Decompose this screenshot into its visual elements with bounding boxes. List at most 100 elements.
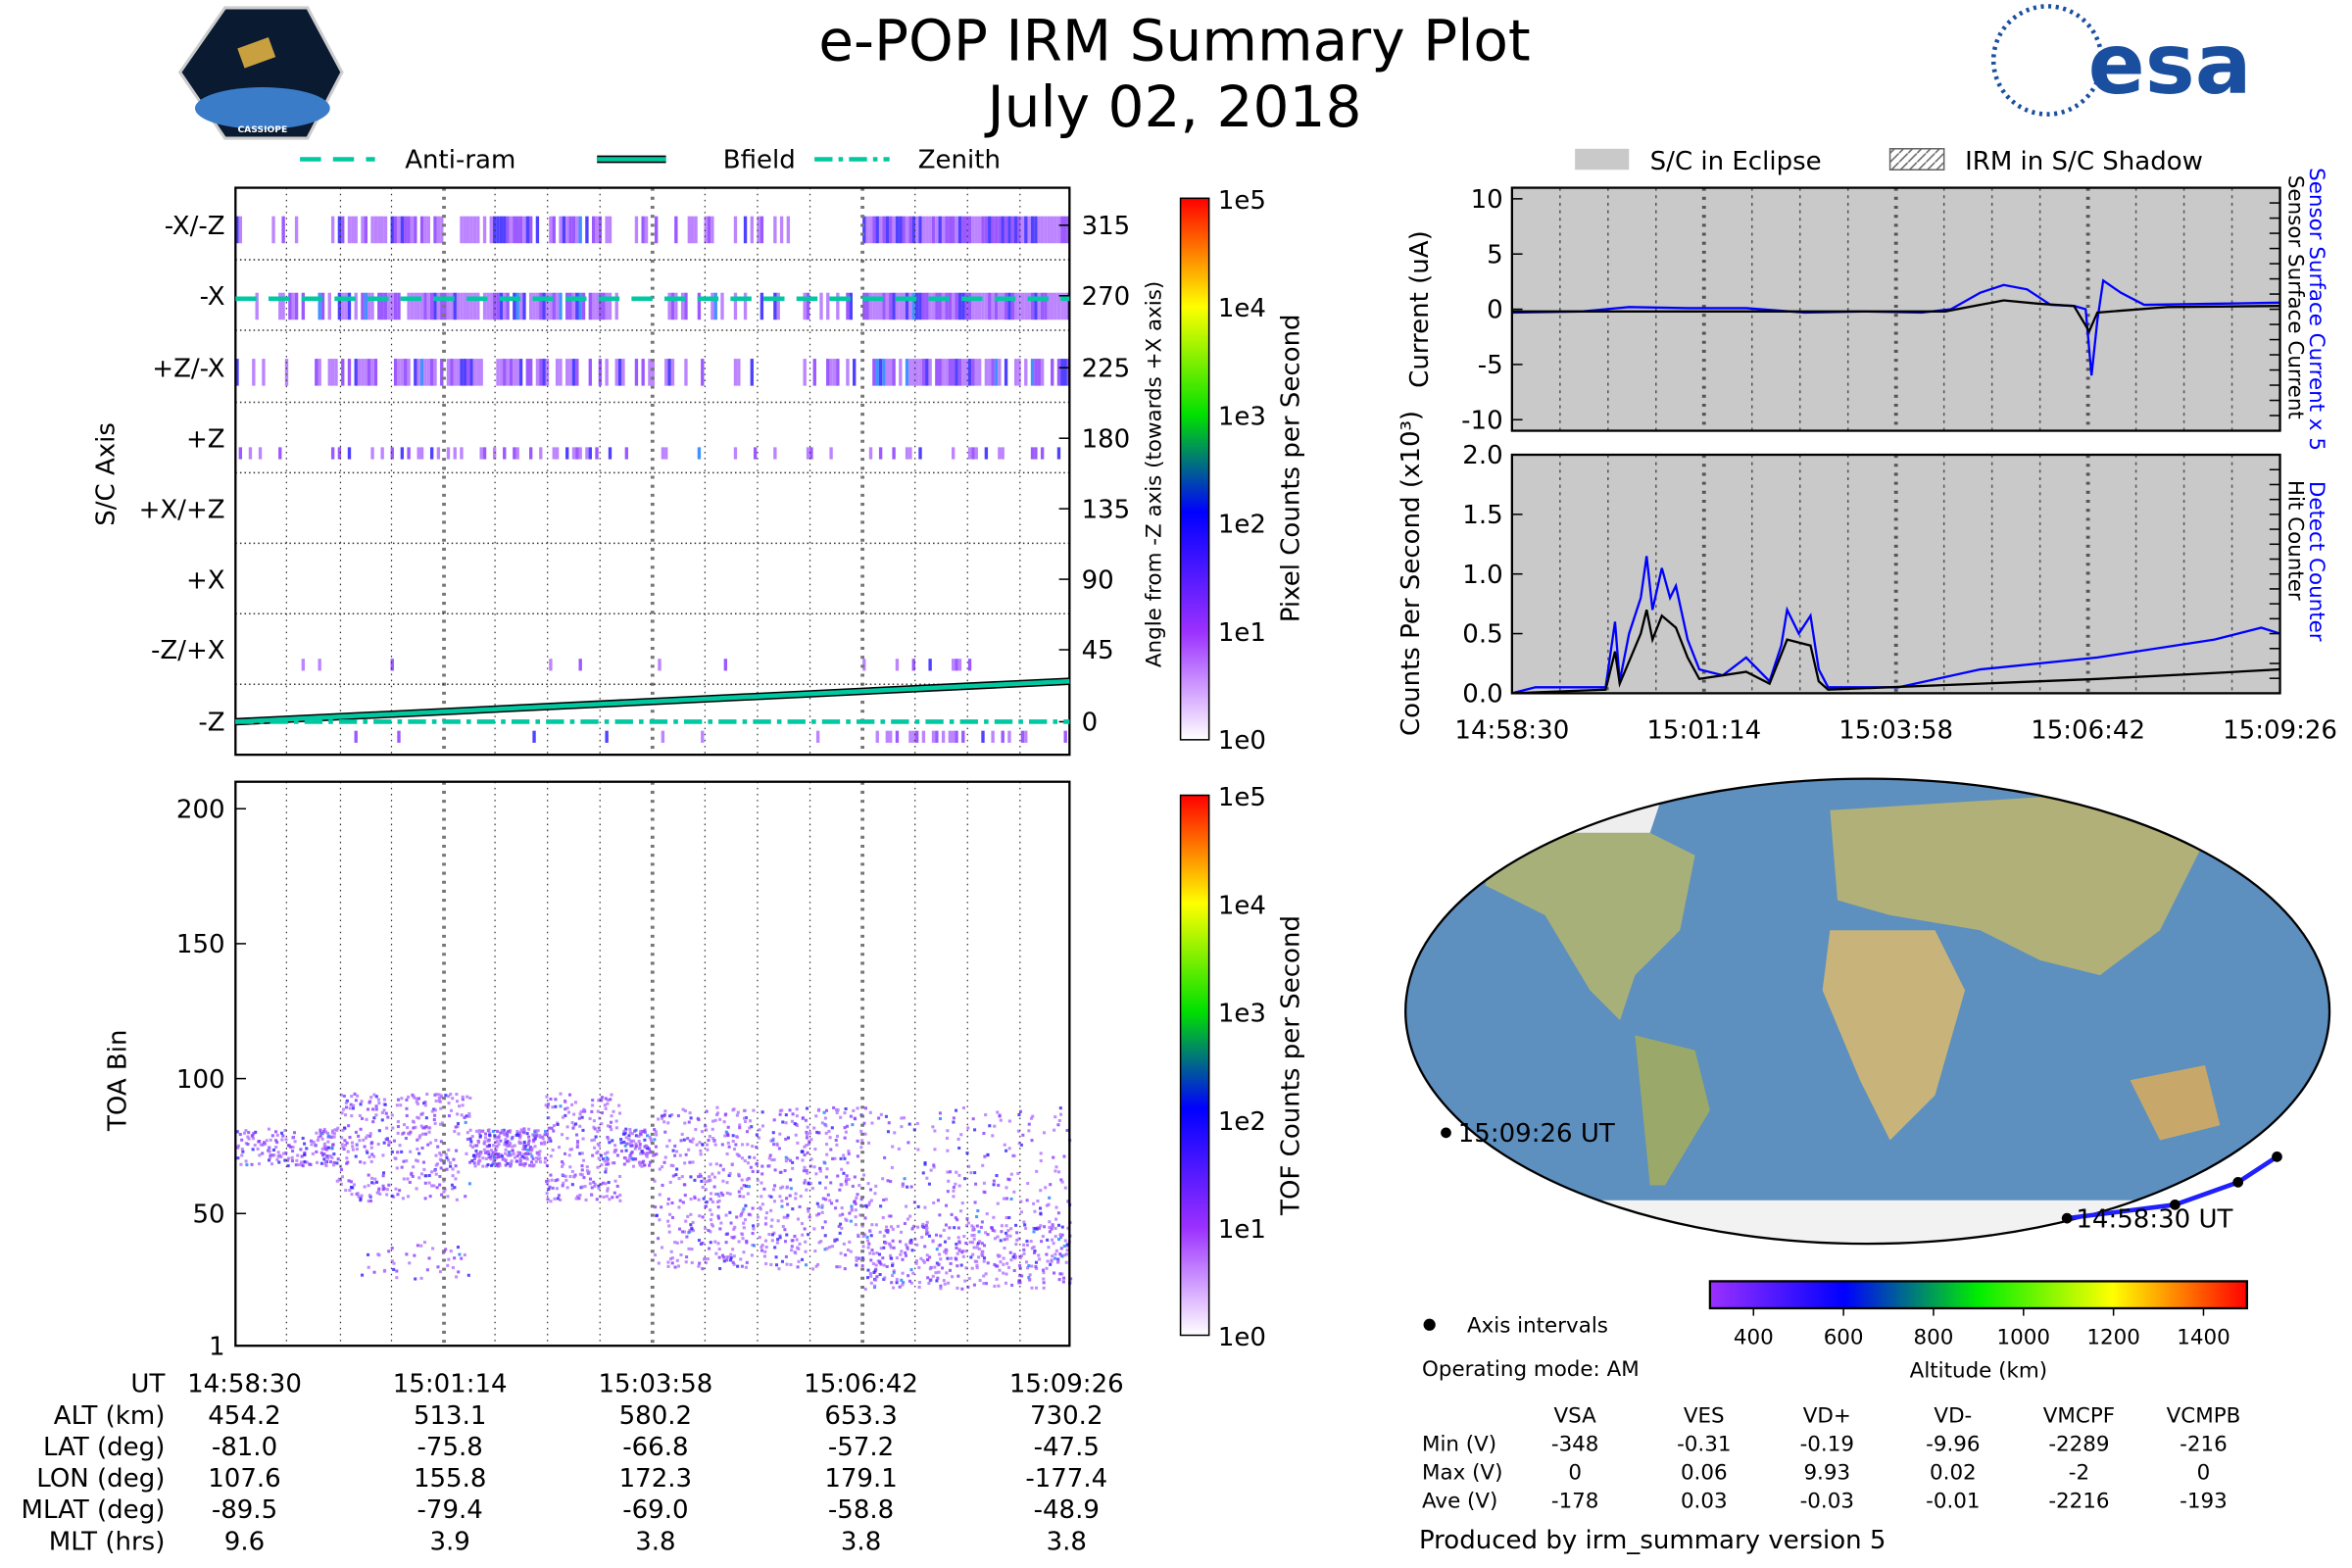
spectrogram-cell (429, 447, 434, 460)
tof-cell (785, 1186, 789, 1190)
spectrogram-cell (515, 216, 519, 244)
tof-cell (640, 1130, 644, 1134)
tof-cell (801, 1116, 805, 1120)
tof-cell (476, 1141, 481, 1145)
tof-cell (964, 1266, 968, 1270)
tof-cell (375, 1191, 379, 1195)
tof-cell (244, 1142, 248, 1146)
tof-cell (258, 1153, 262, 1157)
tof-cell (992, 1183, 996, 1187)
spectrogram-cell (482, 447, 487, 460)
tof-cell (874, 1263, 878, 1267)
tof-cell (751, 1145, 755, 1149)
spectrogram-cell (354, 292, 358, 320)
tof-cell (545, 1163, 549, 1167)
spectrogram-cell (407, 359, 411, 386)
spectrogram-cell (539, 359, 543, 386)
tof-cell (543, 1142, 547, 1146)
tof-cell (683, 1194, 687, 1198)
tof-cell (807, 1207, 810, 1211)
tof-cell (557, 1194, 561, 1198)
tof-cell (270, 1162, 274, 1166)
spectrogram-cell (320, 292, 325, 320)
spectrogram-cell (605, 216, 609, 244)
tof-cell (419, 1172, 423, 1176)
tof-cell (707, 1228, 710, 1233)
spectrogram-cell (330, 359, 335, 386)
spectrogram-cell (426, 292, 430, 320)
tof-cell (793, 1122, 797, 1126)
tof-cell (580, 1173, 584, 1177)
hit-counter-label: Hit Counter (2283, 480, 2308, 601)
tof-cell (290, 1159, 295, 1163)
tof-cell (419, 1276, 423, 1280)
tof-cell (910, 1249, 914, 1252)
tof-cell (366, 1134, 369, 1138)
tof-cell (487, 1128, 491, 1132)
tof-cell (929, 1168, 933, 1172)
tof-cell (647, 1147, 652, 1151)
spectrogram-cell (506, 216, 510, 244)
tof-cell (392, 1267, 396, 1271)
tof-cell (709, 1241, 712, 1245)
africa (1822, 930, 1966, 1141)
tof-cell (869, 1199, 873, 1202)
spectrogram-cell (928, 659, 932, 671)
tof-cell (830, 1126, 834, 1130)
spectrogram-cell (1001, 292, 1004, 320)
tof-cell (813, 1250, 817, 1253)
tof-cell (439, 1153, 443, 1157)
spectrogram-cell (482, 292, 487, 320)
tof-cell (905, 1204, 908, 1208)
tof-cell (748, 1119, 753, 1123)
tof-cell (843, 1267, 847, 1271)
tof-cell (466, 1131, 469, 1135)
tof-cell (935, 1279, 939, 1283)
spectrogram-cell (1001, 216, 1004, 244)
tof-cell (433, 1169, 437, 1173)
tof-cell (796, 1265, 800, 1269)
tof-cell (549, 1200, 553, 1203)
ephemeris-value: 14:58:30 (187, 1370, 302, 1399)
tof-cell (1003, 1246, 1006, 1250)
spectrogram-cell (889, 359, 893, 386)
tof-cell (240, 1138, 244, 1142)
tof-cell (366, 1107, 370, 1111)
tof-cell (956, 1274, 960, 1278)
tof-cell (889, 1180, 893, 1184)
tof-cell (720, 1253, 725, 1257)
tof-cell (565, 1106, 569, 1110)
tof-cell (939, 1257, 943, 1261)
spectrogram-cell (773, 292, 777, 320)
tof-cell (817, 1212, 821, 1216)
tof-cell (634, 1145, 638, 1149)
tof-cell (599, 1153, 603, 1157)
tof-cell (264, 1142, 268, 1146)
tof-cell (610, 1128, 613, 1132)
tof-cell (872, 1270, 876, 1275)
voltage-value: -0.31 (1677, 1432, 1731, 1456)
tof-cell (417, 1097, 421, 1101)
voltage-row-label: Max (V) (1422, 1460, 1502, 1485)
tof-cell (535, 1132, 539, 1136)
tof-cell (916, 1148, 920, 1152)
spectrogram-cell (602, 292, 606, 320)
tof-cell (973, 1200, 977, 1204)
tof-cell (691, 1160, 695, 1164)
tof-cell (807, 1142, 811, 1146)
spectrogram-cell (971, 447, 975, 460)
ephemeris-value: -66.8 (622, 1433, 688, 1462)
tof-cell (414, 1125, 417, 1129)
tof-cell (946, 1149, 950, 1152)
tof-cell (347, 1179, 351, 1183)
tof-cell (597, 1156, 601, 1160)
spectrogram-cell (545, 359, 550, 386)
tof-cell (972, 1237, 976, 1241)
tof-cell (803, 1145, 807, 1149)
tof-cell (701, 1185, 705, 1190)
tof-cell (788, 1194, 792, 1198)
tof-cell (398, 1189, 402, 1193)
spectrogram-cell (410, 216, 415, 244)
spectrogram-cell (608, 216, 612, 244)
tof-cell (385, 1188, 389, 1192)
